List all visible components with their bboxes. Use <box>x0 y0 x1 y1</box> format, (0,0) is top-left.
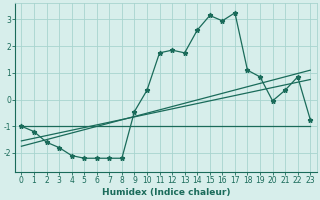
X-axis label: Humidex (Indice chaleur): Humidex (Indice chaleur) <box>101 188 230 197</box>
